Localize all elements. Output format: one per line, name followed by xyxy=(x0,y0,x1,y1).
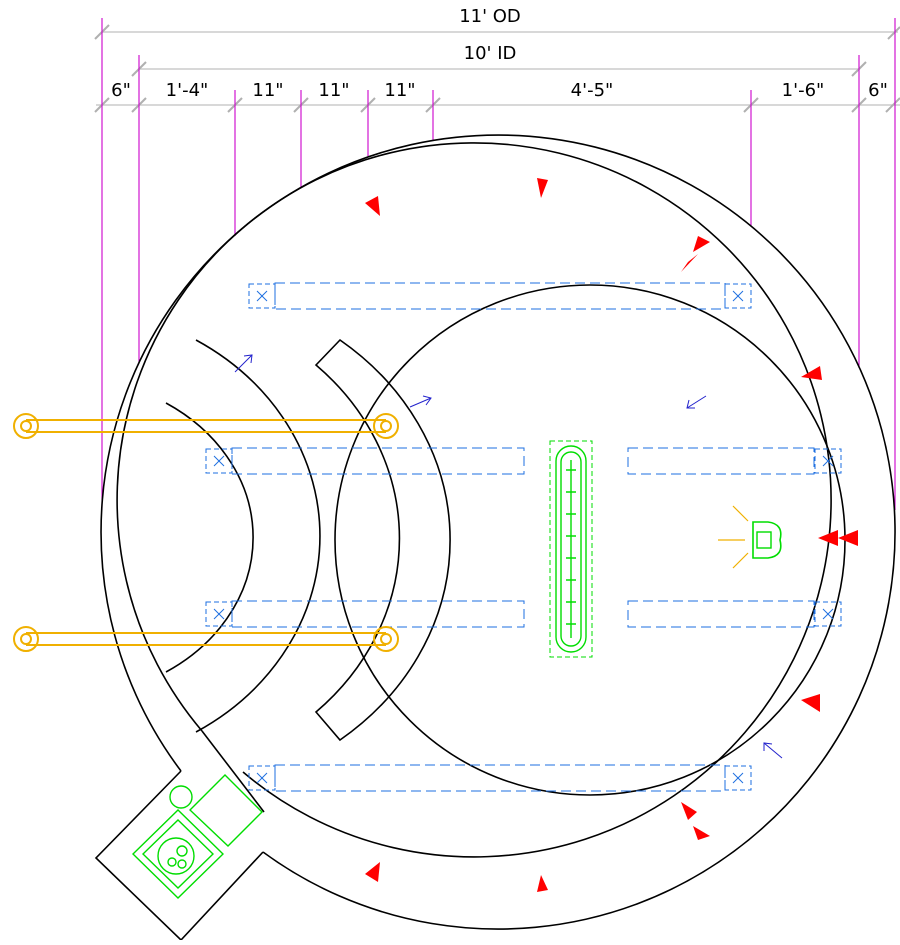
segment-label-2: 1'-4" xyxy=(166,80,209,101)
skimmer-equipment xyxy=(131,774,263,899)
ductwork xyxy=(205,282,842,792)
tank-outer-wall xyxy=(94,134,896,942)
duct-end-marker xyxy=(205,448,233,474)
pipe-lower xyxy=(13,626,399,652)
segment-label-7: 1'-6" xyxy=(782,80,825,101)
return-jet-markers xyxy=(365,178,858,892)
segment-label-6: 4'-5" xyxy=(571,80,614,101)
dimension-labels: 11' OD 10' ID 6" 1'-4" 11" 11" 11" 4'-5"… xyxy=(111,6,888,101)
light-fixture xyxy=(718,505,782,569)
duct-end-marker xyxy=(724,765,752,791)
pipes xyxy=(13,413,399,652)
segment-label-8: 6" xyxy=(868,80,888,101)
duct-end-marker xyxy=(205,601,233,627)
pipe-upper xyxy=(13,413,399,439)
duct-end-marker xyxy=(724,283,752,309)
segment-label-4: 11" xyxy=(318,80,349,101)
central-drain-fixture xyxy=(549,440,593,658)
segment-label-5: 11" xyxy=(384,80,415,101)
segment-label-3: 11" xyxy=(252,80,283,101)
duct-end-marker xyxy=(248,283,276,309)
dimension-lines xyxy=(94,24,900,113)
flow-arrows xyxy=(234,354,783,759)
inner-diameter-label: 10' ID xyxy=(464,43,517,64)
extension-lines xyxy=(101,18,896,510)
overall-diameter-label: 11' OD xyxy=(459,6,521,27)
segment-label-1: 6" xyxy=(111,80,131,101)
